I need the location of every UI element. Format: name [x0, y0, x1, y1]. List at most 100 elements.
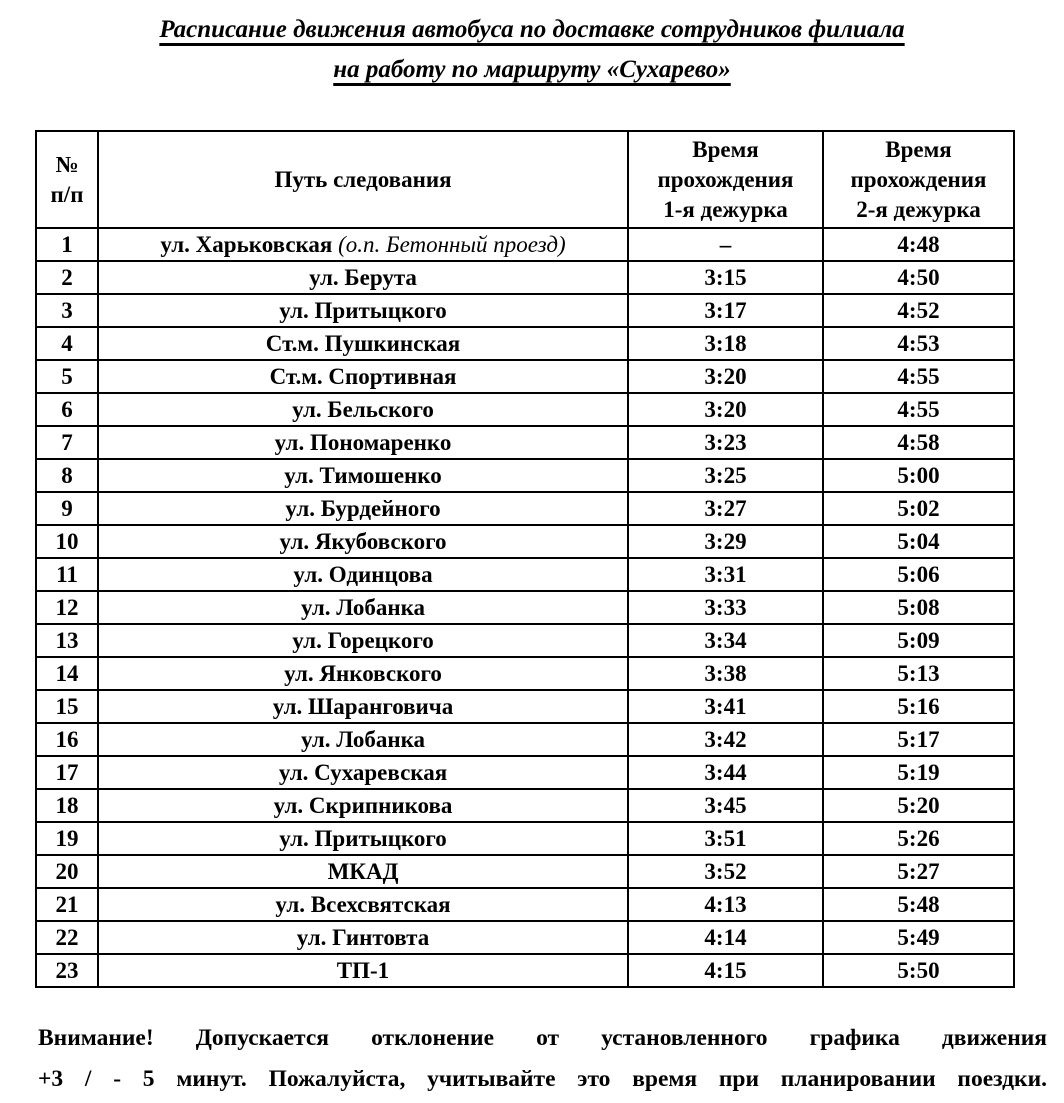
time-shift2-cell: 5:27: [822, 854, 1015, 889]
schedule-table: № п/п Путь следования Время прохождения …: [35, 130, 1015, 988]
table-row: 23 ТП-1 4:15 5:50: [35, 953, 1015, 988]
row-number: 21: [35, 887, 99, 922]
time-shift2-cell: 5:19: [822, 755, 1015, 790]
route-name: ул. Лобанка: [300, 594, 426, 620]
route-cell: Ст.м. Пушкинская: [97, 326, 629, 361]
route-name: Ст.м. Спортивная: [269, 363, 457, 389]
route-name: ул. Гинтовта: [296, 924, 430, 950]
header-time-shift1: Время прохождения 1-я дежурка: [627, 130, 824, 229]
route-name: ул. Одинцова: [293, 561, 433, 587]
route-name: ул. Якубовского: [279, 528, 447, 554]
row-number: 3: [35, 293, 99, 328]
row-number: 15: [35, 689, 99, 724]
route-cell: ул. Лобанка: [97, 590, 629, 625]
time-shift2-cell: 5:50: [822, 953, 1015, 988]
route-name: ул. Притыцкого: [279, 297, 447, 323]
route-cell: ул. Шаранговича: [97, 689, 629, 724]
route-cell: Ст.м. Спортивная: [97, 359, 629, 394]
route-name: ул. Берута: [309, 264, 417, 290]
route-cell: ул. Пономаренко: [97, 425, 629, 460]
time-shift2-cell: 4:52: [822, 293, 1015, 328]
time-shift2-cell: 5:00: [822, 458, 1015, 493]
row-number: 8: [35, 458, 99, 493]
route-name: ул. Скрипникова: [273, 792, 453, 818]
time-shift2-cell: 4:53: [822, 326, 1015, 361]
time-shift1-cell: –: [627, 227, 824, 262]
header-time-shift2: Время прохождения 2-я дежурка: [822, 130, 1015, 229]
time-shift1-cell: 3:27: [627, 491, 824, 526]
time-shift1-cell: 3:17: [627, 293, 824, 328]
row-number: 13: [35, 623, 99, 658]
time-shift2-cell: 5:08: [822, 590, 1015, 625]
header-route: Путь следования: [97, 130, 629, 229]
row-number: 16: [35, 722, 99, 757]
table-row: 14 ул. Янковского 3:38 5:13: [35, 656, 1015, 691]
row-number: 22: [35, 920, 99, 955]
note-line-2: +3 / - 5 минут. Пожалуйста, учитывайте э…: [38, 1066, 1047, 1092]
time-shift2-cell: 5:13: [822, 656, 1015, 691]
time-shift1-cell: 3:34: [627, 623, 824, 658]
row-number: 20: [35, 854, 99, 889]
row-number: 5: [35, 359, 99, 394]
route-cell: ул. Скрипникова: [97, 788, 629, 823]
time-shift2-cell: 5:09: [822, 623, 1015, 658]
route-cell: ул. Якубовского: [97, 524, 629, 559]
title-line-2: на работу по маршруту «Сухарево»: [333, 56, 731, 83]
row-number: 1: [35, 227, 99, 262]
route-name: ул. Янковского: [284, 660, 442, 686]
route-cell: ул. Тимошенко: [97, 458, 629, 493]
table-row: 18 ул. Скрипникова 3:45 5:20: [35, 788, 1015, 823]
time-shift1-cell: 3:31: [627, 557, 824, 592]
time-shift2-cell: 4:50: [822, 260, 1015, 295]
header-num: № п/п: [35, 130, 99, 229]
route-cell: ул. Берута: [97, 260, 629, 295]
route-cell: ул. Одинцова: [97, 557, 629, 592]
route-name: ул. Притыцкого: [279, 825, 447, 851]
row-number: 6: [35, 392, 99, 427]
time-shift1-cell: 3:44: [627, 755, 824, 790]
time-shift2-cell: 5:48: [822, 887, 1015, 922]
route-name: ТП-1: [336, 957, 390, 983]
route-name: ул. Горецкого: [292, 627, 434, 653]
time-shift2-cell: 4:58: [822, 425, 1015, 460]
table-row: 8 ул. Тимошенко 3:25 5:00: [35, 458, 1015, 493]
row-number: 23: [35, 953, 99, 988]
route-name: ул. Сухаревская: [278, 759, 448, 785]
row-number: 2: [35, 260, 99, 295]
time-shift1-cell: 3:42: [627, 722, 824, 757]
route-cell: ул. Бельского: [97, 392, 629, 427]
time-shift2-cell: 5:17: [822, 722, 1015, 757]
route-cell: ул. Притыцкого: [97, 821, 629, 856]
time-shift2-cell: 5:06: [822, 557, 1015, 592]
table-row: 9 ул. Бурдейного 3:27 5:02: [35, 491, 1015, 526]
time-shift2-cell: 4:55: [822, 359, 1015, 394]
time-shift1-cell: 4:15: [627, 953, 824, 988]
time-shift2-cell: 5:02: [822, 491, 1015, 526]
route-cell: МКАД: [97, 854, 629, 889]
table-row: 20 МКАД 3:52 5:27: [35, 854, 1015, 889]
time-shift1-cell: 3:38: [627, 656, 824, 691]
table-row: 5 Ст.м. Спортивная 3:20 4:55: [35, 359, 1015, 394]
row-number: 14: [35, 656, 99, 691]
route-cell: ТП-1: [97, 953, 629, 988]
route-cell: ул. Всехсвятская: [97, 887, 629, 922]
time-shift1-cell: 3:51: [627, 821, 824, 856]
route-cell: ул. Лобанка: [97, 722, 629, 757]
time-shift1-cell: 3:20: [627, 359, 824, 394]
time-shift2-cell: 5:20: [822, 788, 1015, 823]
row-number: 17: [35, 755, 99, 790]
time-shift1-cell: 3:23: [627, 425, 824, 460]
row-number: 4: [35, 326, 99, 361]
route-cell: ул. Гинтовта: [97, 920, 629, 955]
table-row: 6 ул. Бельского 3:20 4:55: [35, 392, 1015, 427]
route-name: ул. Бурдейного: [285, 495, 441, 521]
table-row: 13 ул. Горецкого 3:34 5:09: [35, 623, 1015, 658]
time-shift1-cell: 3:25: [627, 458, 824, 493]
route-stop-note: (о.п. Бетонный проезд): [332, 231, 566, 257]
time-shift2-cell: 5:49: [822, 920, 1015, 955]
row-number: 9: [35, 491, 99, 526]
header-row: № п/п Путь следования Время прохождения …: [35, 130, 1015, 229]
table-row: 21 ул. Всехсвятская 4:13 5:48: [35, 887, 1015, 922]
route-name: ул. Лобанка: [300, 726, 426, 752]
route-cell: ул. Харьковская (о.п. Бетонный проезд): [97, 227, 629, 262]
